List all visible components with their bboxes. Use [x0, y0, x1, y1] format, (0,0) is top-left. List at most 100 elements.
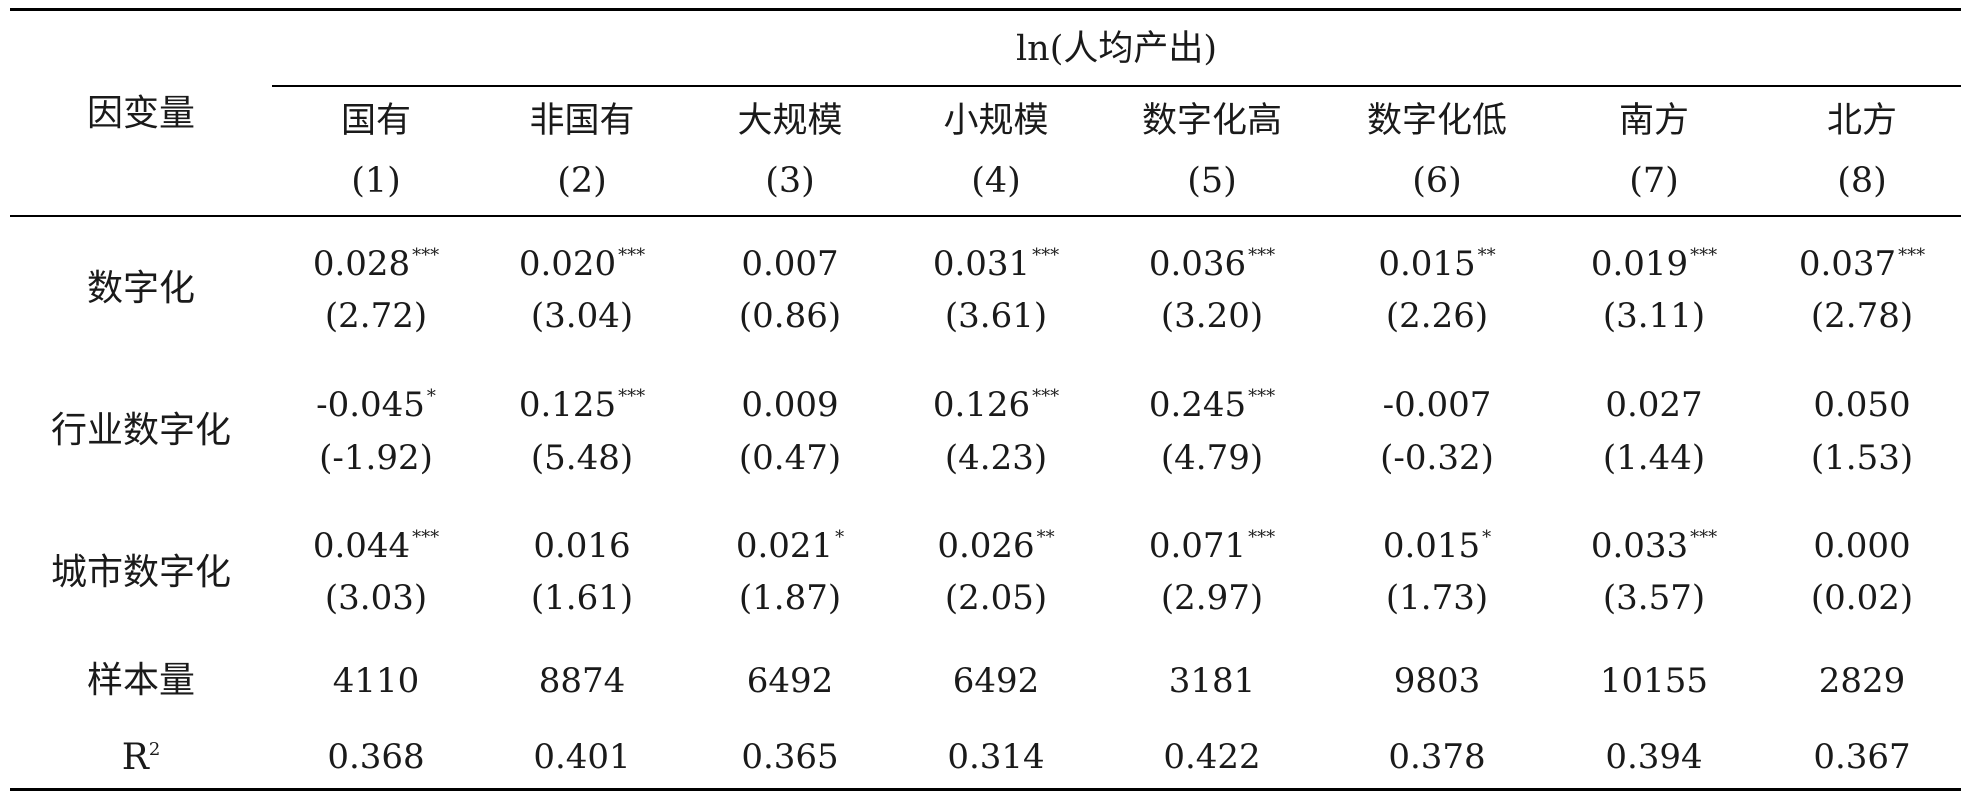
- significance-stars: ***: [1690, 527, 1718, 548]
- column-header-number: (7): [1629, 161, 1679, 201]
- column-header-name: 大规模: [737, 101, 843, 141]
- coefficient-cell: 0.044 ***: [271, 526, 481, 566]
- coefficient-cell: 0.125 ***: [477, 385, 687, 425]
- significance-stars: *: [835, 527, 845, 548]
- r-squared-cell: 0.401: [533, 737, 631, 777]
- r-squared-cell: 0.314: [947, 737, 1045, 777]
- t-statistic-cell: (3.20): [1160, 296, 1264, 336]
- coefficient-value: -0.007: [1382, 385, 1492, 425]
- coefficient-value: 0.016: [533, 526, 631, 566]
- coefficient-value: 0.015: [1378, 244, 1476, 284]
- coefficient-cell: 0.019 ***: [1549, 244, 1759, 284]
- coefficient-value: 0.125: [518, 385, 617, 425]
- coefficient-value: 0.021: [735, 526, 834, 566]
- column-header-number: (3): [765, 161, 815, 201]
- coefficient-cell: 0.028 ***: [271, 244, 481, 284]
- top-rule: [10, 8, 1961, 11]
- header-bottom-rule: [10, 215, 1961, 217]
- t-statistic-cell: (3.04): [530, 296, 634, 336]
- t-statistic-cell: (1.73): [1385, 578, 1489, 618]
- significance-stars: ***: [618, 386, 646, 407]
- significance-stars: *: [426, 386, 436, 407]
- coefficient-cell: 0.027: [1549, 388, 1759, 422]
- column-header-name: 非国有: [529, 101, 635, 141]
- coefficient-value: 0.036: [1148, 244, 1247, 284]
- significance-stars: ***: [1248, 527, 1276, 548]
- coefficient-value: 0.028: [312, 244, 411, 284]
- r-squared-cell: 0.367: [1813, 737, 1911, 777]
- dependent-variable-header: ln(人均产出): [1015, 29, 1218, 69]
- coefficient-cell: 0.126 ***: [891, 385, 1101, 425]
- sample-size-cell: 8874: [538, 661, 626, 701]
- t-statistic-cell: (1.44): [1602, 438, 1706, 478]
- t-statistic-cell: (4.23): [944, 438, 1048, 478]
- t-statistic-cell: (-1.92): [319, 438, 433, 478]
- column-header-number: (6): [1412, 161, 1462, 201]
- coefficient-cell: 0.036 ***: [1107, 244, 1317, 284]
- t-statistic-cell: (0.47): [738, 438, 842, 478]
- coefficient-value: 0.050: [1813, 385, 1911, 425]
- coefficient-cell: 0.015 *: [1332, 526, 1542, 566]
- coefficient-value: 0.071: [1148, 526, 1247, 566]
- column-header-number: (8): [1837, 161, 1887, 201]
- row-label: 城市数字化: [50, 552, 231, 593]
- coefficient-value: 0.245: [1148, 385, 1247, 425]
- column-header-name: 数字化低: [1366, 101, 1507, 141]
- significance-stars: ***: [1690, 245, 1718, 266]
- t-statistic-cell: (0.02): [1810, 578, 1914, 618]
- significance-stars: **: [1477, 245, 1496, 266]
- t-statistic-cell: (5.48): [530, 438, 634, 478]
- coefficient-value: 0.044: [312, 526, 411, 566]
- t-statistic-cell: (4.79): [1160, 438, 1264, 478]
- coefficient-cell: 0.007: [685, 247, 895, 281]
- significance-stars: ***: [1032, 245, 1060, 266]
- coefficient-cell: 0.026 **: [891, 526, 1101, 566]
- t-statistic-cell: (3.11): [1602, 296, 1706, 336]
- r-squared-cell: 0.368: [327, 737, 425, 777]
- significance-stars: ***: [412, 527, 440, 548]
- significance-stars: ***: [1248, 386, 1276, 407]
- coefficient-value: 0.026: [937, 526, 1035, 566]
- coefficient-value: 0.015: [1382, 526, 1481, 566]
- coefficient-value: 0.027: [1605, 385, 1703, 425]
- coefficient-cell: 0.031 ***: [891, 244, 1101, 284]
- coefficient-value: 0.031: [932, 244, 1031, 284]
- coefficient-value: 0.126: [932, 385, 1031, 425]
- column-header-number: (5): [1187, 161, 1237, 201]
- coefficient-value: 0.019: [1590, 244, 1689, 284]
- t-statistic-cell: (2.26): [1385, 296, 1489, 336]
- t-statistic-cell: (3.57): [1602, 578, 1706, 618]
- significance-stars: ***: [618, 245, 646, 266]
- r-squared-cell: 0.365: [741, 737, 839, 777]
- coefficient-cell: -0.045 *: [271, 385, 481, 425]
- column-header-number: (2): [557, 161, 607, 201]
- sample-size-cell: 4110: [332, 661, 420, 701]
- coefficient-value: -0.045: [316, 385, 425, 425]
- coefficient-cell: 0.020 ***: [477, 245, 687, 282]
- t-statistic-cell: (1.53): [1810, 438, 1914, 478]
- spanner-rule: [272, 85, 1961, 87]
- coefficient-cell: 0.000: [1757, 529, 1967, 563]
- t-statistic-cell: (2.72): [324, 296, 428, 336]
- coefficient-cell: 0.071 ***: [1107, 526, 1317, 566]
- r-squared-cell: 0.422: [1163, 737, 1261, 777]
- significance-stars: **: [1036, 527, 1055, 548]
- t-statistic-cell: (-0.32): [1380, 438, 1494, 478]
- column-header-number: (4): [971, 161, 1021, 201]
- t-statistic-cell: (1.61): [530, 578, 634, 618]
- column-header-name: 南方: [1618, 101, 1689, 141]
- bottom-rule: [10, 788, 1961, 791]
- r-squared-cell: 0.394: [1605, 737, 1703, 777]
- column-header-name: 数字化高: [1141, 101, 1282, 141]
- coefficient-cell: 0.033 ***: [1549, 527, 1759, 564]
- significance-stars: ***: [1032, 386, 1060, 407]
- row-label: 行业数字化: [50, 410, 231, 451]
- coefficient-cell: 0.016: [477, 529, 687, 563]
- row-label-header: 因变量: [86, 93, 195, 134]
- r2-label-base: R: [121, 737, 149, 778]
- row-label: 数字化: [86, 268, 195, 309]
- coefficient-cell: 0.015 **: [1332, 244, 1542, 284]
- t-statistic-cell: (0.86): [738, 296, 842, 336]
- significance-stars: ***: [1898, 245, 1926, 266]
- coefficient-cell: 0.037 ***: [1757, 245, 1967, 282]
